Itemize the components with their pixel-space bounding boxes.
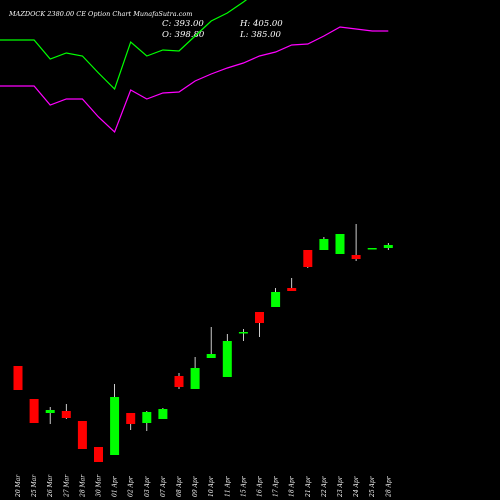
candle-body: [303, 250, 313, 267]
candle-body: [158, 409, 168, 419]
x-tick-label: 27 Mar: [63, 474, 70, 498]
chart-title: MAZDOCK 2380.00 CE Option Chart MunafaSu…: [8, 10, 192, 18]
candle-body: [319, 239, 329, 250]
x-tick-label: 25 Apr: [369, 475, 376, 498]
x-tick-label: 24 Apr: [353, 475, 360, 498]
candle-body: [255, 312, 264, 323]
x-tick-label: 17 Apr: [273, 475, 280, 497]
candle-body: [206, 354, 216, 358]
candle: [61, 404, 71, 419]
candle: [77, 421, 87, 449]
x-tick-label: 26 Mar: [47, 474, 54, 498]
candle: [271, 288, 281, 307]
candle-body: [174, 376, 184, 387]
x-tick-label: 16 Apr: [257, 475, 264, 497]
close-value: C: 393.00: [162, 19, 204, 29]
x-tick-label: 01 Apr: [112, 475, 119, 497]
candle: [29, 399, 39, 423]
candle: [383, 243, 393, 250]
low-value: L: 385.00: [239, 30, 282, 40]
high-value: H: 405.00: [239, 19, 283, 29]
candle: [126, 413, 136, 430]
x-axis: 20 Mar 25 Mar 26 Mar 27 Mar 28 Mar 30 Mar 01 A…: [15, 474, 392, 498]
candle-body: [238, 332, 248, 334]
candle-body: [45, 410, 55, 413]
candle-body: [110, 397, 120, 455]
x-tick-label: 22 Apr: [321, 475, 328, 498]
candle-body: [287, 288, 297, 291]
candle-body: [142, 412, 152, 423]
candle-body: [351, 255, 361, 259]
candle: [110, 384, 120, 455]
x-tick-label: 28 Mar: [79, 474, 86, 498]
candle: [319, 237, 329, 250]
x-tick-label: 08 Apr: [176, 475, 183, 497]
candle: [142, 411, 152, 431]
candle: [351, 224, 361, 261]
candle: [94, 447, 103, 462]
candle-body: [61, 411, 71, 418]
candle: [206, 327, 216, 358]
candle-body: [222, 341, 232, 377]
candles: [13, 224, 393, 462]
candle-body: [271, 292, 281, 307]
series-line-1: [0, 0, 248, 91]
x-tick-label: 21 Apr: [305, 475, 312, 498]
x-tick-label: 15 Apr: [240, 475, 247, 497]
candle: [255, 312, 264, 337]
candle-body: [94, 447, 103, 462]
candle: [287, 278, 297, 291]
candle-body: [126, 413, 136, 424]
x-tick-label: 11 Apr: [224, 475, 231, 497]
candle: [303, 250, 313, 268]
candle: [45, 407, 55, 424]
candle: [222, 334, 232, 377]
indicator-lines: [0, 0, 389, 134]
x-tick-label: 23 Apr: [337, 475, 344, 498]
candle-body: [77, 421, 87, 449]
candle: [238, 329, 248, 341]
candle-body: [335, 234, 345, 254]
x-tick-label: 07 Apr: [160, 475, 167, 497]
x-tick-label: 25 Mar: [31, 474, 38, 498]
candle: [190, 357, 200, 389]
candle-body: [29, 399, 39, 423]
candle-body: [383, 245, 393, 248]
candle: [174, 373, 184, 389]
x-tick-label: 18 Apr: [289, 475, 296, 497]
candle-body: [13, 366, 23, 390]
candle: [367, 248, 377, 250]
series-line-2: [0, 26, 389, 134]
x-tick-label: 10 Apr: [208, 475, 215, 497]
x-tick-label: 30 Mar: [96, 474, 103, 497]
open-value: O: 398.80: [162, 30, 205, 40]
x-tick-label: 02 Apr: [128, 475, 135, 497]
x-tick-label: 20 Mar: [15, 474, 22, 498]
x-tick-label: 09 Apr: [192, 475, 199, 497]
candle: [158, 408, 168, 419]
x-tick-label: 03 Apr: [144, 475, 151, 497]
x-tick-label: 28 Apr: [385, 475, 392, 498]
candle-body: [367, 248, 377, 250]
candle: [13, 366, 23, 390]
candle-body: [190, 368, 200, 389]
candle: [335, 234, 345, 254]
